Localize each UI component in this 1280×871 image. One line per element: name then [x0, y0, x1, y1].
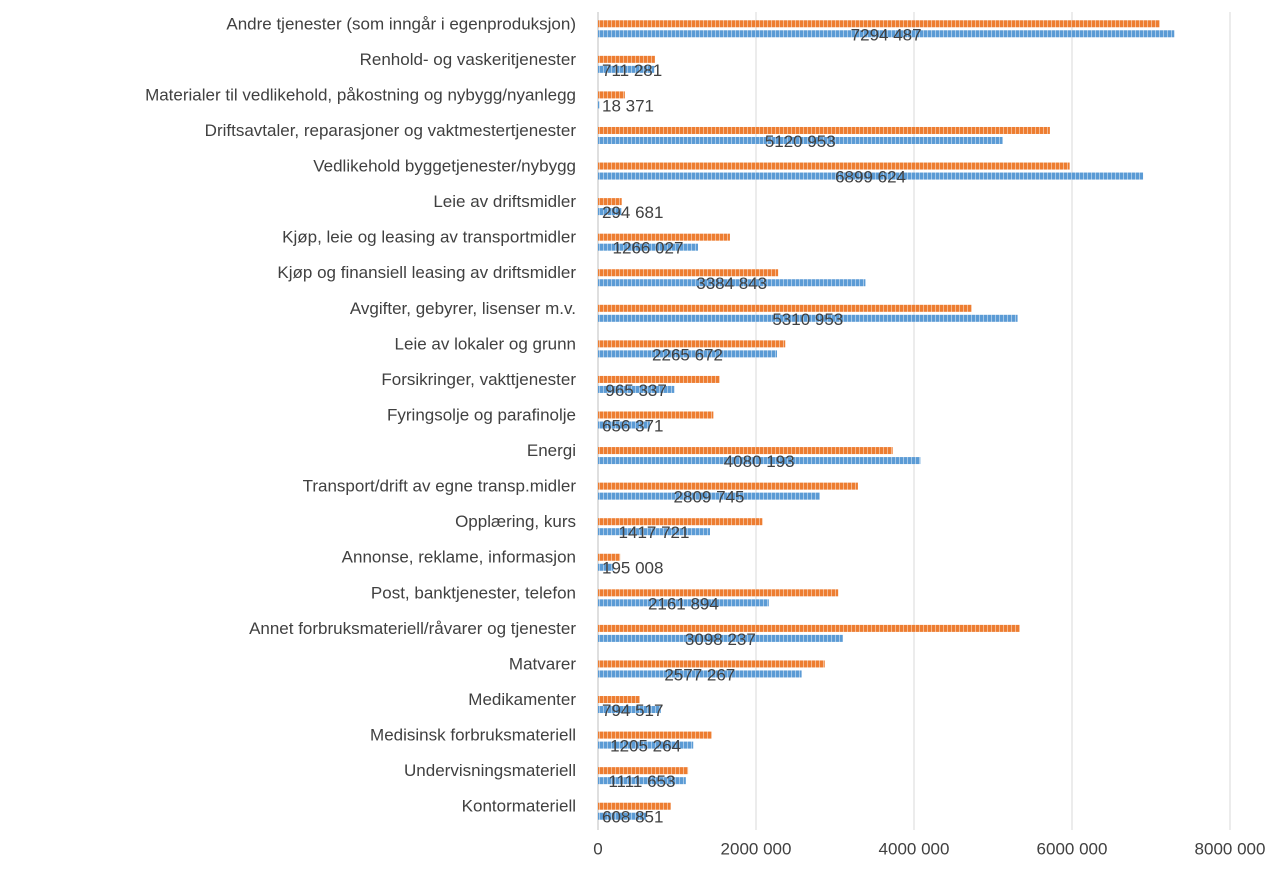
bar — [598, 660, 825, 668]
y-tick-label: Leie av lokaler og grunn — [395, 334, 576, 353]
bar — [598, 589, 839, 597]
data-label: 6899 624 — [835, 168, 906, 187]
data-label: 5120 953 — [765, 132, 836, 151]
data-label: 2161 894 — [648, 594, 719, 613]
bar — [598, 91, 625, 99]
data-label: 608 851 — [602, 808, 663, 827]
data-label: 1266 027 — [613, 239, 684, 258]
x-tick-label: 4000 000 — [879, 839, 950, 858]
bar — [598, 731, 712, 739]
bar — [598, 518, 763, 526]
bar — [598, 553, 621, 561]
bar — [598, 411, 714, 419]
bar — [598, 340, 786, 348]
y-tick-label: Energi — [527, 441, 576, 460]
y-tick-label: Kjøp, leie og leasing av transportmidler — [282, 228, 576, 247]
x-tick-label: 6000 000 — [1037, 839, 1108, 858]
bar — [598, 55, 655, 63]
data-label: 2265 672 — [652, 345, 723, 364]
bar — [598, 269, 779, 277]
bar — [598, 563, 614, 571]
bar — [598, 528, 710, 536]
y-tick-label: Renhold- og vaskeritjenester — [360, 50, 577, 69]
data-label: 1205 264 — [610, 737, 681, 756]
y-tick-label: Vedlikehold byggetjenester/nybygg — [313, 157, 576, 176]
bar — [598, 375, 720, 383]
bar — [598, 304, 972, 312]
bar — [598, 385, 675, 393]
bar — [598, 126, 1050, 134]
data-label: 1111 653 — [608, 772, 675, 791]
x-tick-label: 0 — [593, 839, 602, 858]
x-tick-label: 8000 000 — [1195, 839, 1266, 858]
bar — [598, 492, 820, 500]
data-label: 7294 487 — [851, 25, 922, 44]
y-tick-label: Kontormateriell — [462, 797, 576, 816]
y-tick-label: Driftsavtaler, reparasjoner og vaktmeste… — [205, 121, 577, 140]
bar — [598, 706, 661, 714]
y-tick-label: Annet forbruksmateriell/råvarer og tjene… — [249, 619, 576, 638]
data-label: 711 281 — [602, 61, 662, 80]
bar — [598, 624, 1020, 632]
bar — [598, 670, 802, 678]
data-label: 2577 267 — [664, 665, 735, 684]
data-label: 3098 237 — [685, 630, 756, 649]
data-label: 965 337 — [605, 381, 666, 400]
bar — [598, 696, 640, 704]
bar — [598, 457, 921, 465]
bar — [598, 208, 622, 216]
bar — [598, 65, 655, 73]
bar — [598, 198, 622, 206]
x-tick-label: 2000 000 — [721, 839, 792, 858]
y-tick-label: Forsikringer, vakttjenester — [381, 370, 576, 389]
bar — [598, 767, 689, 775]
data-label: 3384 843 — [696, 274, 767, 293]
y-tick-label: Fyringsolje og parafinolje — [387, 405, 576, 424]
y-tick-label: Post, banktjenester, telefon — [371, 583, 576, 602]
y-tick-label: Matvarer — [509, 654, 576, 673]
data-label: 1417 721 — [619, 523, 690, 542]
y-tick-label: Medikamenter — [468, 690, 576, 709]
bar — [598, 233, 730, 241]
bar — [598, 136, 1003, 144]
y-tick-label: Avgifter, gebyrer, lisenser m.v. — [350, 299, 576, 318]
bar — [598, 634, 843, 642]
bar — [598, 741, 694, 749]
bar — [598, 482, 858, 490]
data-label: 794 517 — [602, 701, 663, 720]
y-tick-label: Materialer til vedlikehold, påkostning o… — [145, 85, 576, 104]
bar — [598, 243, 699, 251]
data-label: 656 371 — [602, 416, 663, 435]
bar — [598, 314, 1018, 322]
bar — [598, 802, 671, 810]
y-tick-label: Andre tjenester (som inngår i egenproduk… — [226, 14, 576, 33]
bar — [598, 447, 893, 455]
bar — [598, 350, 777, 358]
y-tick-label: Transport/drift av egne transp.midler — [303, 477, 577, 496]
data-label: 195 008 — [602, 559, 663, 578]
y-tick-label: Leie av driftsmidler — [433, 192, 576, 211]
data-label: 18 371 — [602, 96, 654, 115]
bar — [598, 30, 1175, 38]
bar — [598, 162, 1070, 170]
data-label: 5310 953 — [772, 310, 843, 329]
bar — [598, 172, 1144, 180]
data-label: 4080 193 — [724, 452, 795, 471]
bar — [598, 279, 866, 287]
y-tick-label: Annonse, reklame, informasjon — [342, 548, 576, 567]
y-tick-label: Undervisningsmateriell — [404, 761, 576, 780]
y-tick-label: Kjøp og finansiell leasing av driftsmidl… — [277, 263, 576, 282]
bar — [598, 777, 686, 785]
bar — [598, 421, 650, 429]
bar — [598, 101, 600, 109]
data-label: 2809 745 — [674, 488, 745, 507]
bar — [598, 20, 1160, 28]
data-label: 294 681 — [602, 203, 663, 222]
y-tick-label: Opplæring, kurs — [455, 512, 576, 531]
bar — [598, 812, 647, 820]
bar — [598, 599, 769, 607]
y-tick-label: Medisinsk forbruksmateriell — [370, 726, 576, 745]
